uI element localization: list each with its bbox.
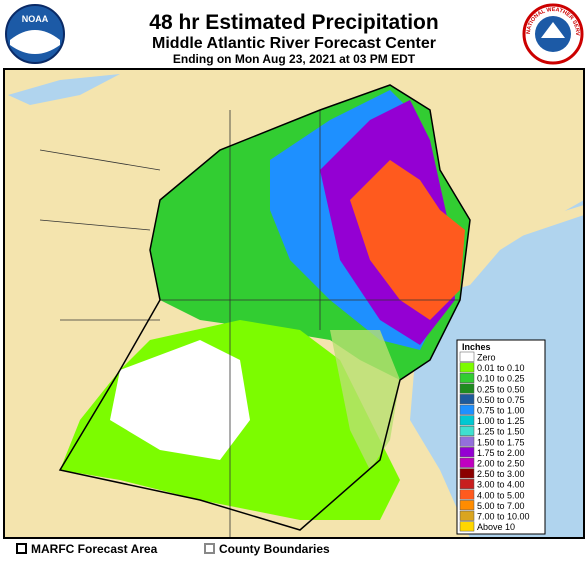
legend-label: Above 10 bbox=[477, 522, 515, 532]
title: 48 hr Estimated Precipitation bbox=[149, 11, 438, 34]
legend-swatch bbox=[459, 521, 475, 532]
legend-label: 0.75 to 1.00 bbox=[477, 406, 525, 416]
marfc-boundary bbox=[58, 84, 471, 531]
legend-swatch bbox=[459, 468, 475, 479]
legend-swatch bbox=[459, 457, 475, 468]
legend-label: 0.01 to 0.10 bbox=[477, 363, 525, 373]
legend-label: 3.00 to 4.00 bbox=[477, 480, 525, 490]
legend-swatch bbox=[459, 362, 475, 373]
forecast-area-label: MARFC Forecast Area bbox=[31, 542, 158, 556]
legend-swatch bbox=[459, 500, 475, 511]
legend-label: Zero bbox=[477, 353, 496, 363]
legend-swatch bbox=[459, 436, 475, 447]
precip-zero bbox=[110, 340, 250, 460]
ending-time: Ending on Mon Aug 23, 2021 at 03 PM EDT bbox=[173, 52, 416, 66]
map bbox=[4, 69, 584, 538]
legend-label: 1.50 to 1.75 bbox=[477, 437, 525, 447]
noaa-text: NOAA bbox=[22, 14, 49, 24]
subtitle: Middle Atlantic River Forecast Center bbox=[152, 35, 436, 52]
legend-swatch bbox=[459, 478, 475, 489]
legend-swatch bbox=[459, 415, 475, 426]
delmarva bbox=[330, 330, 400, 470]
map-border bbox=[3, 68, 585, 539]
legend-label: 4.00 to 5.00 bbox=[477, 490, 525, 500]
nws-tornado bbox=[541, 22, 565, 38]
forecast-area-swatch bbox=[16, 543, 27, 554]
precip-orange bbox=[350, 160, 465, 320]
legend-label: 1.25 to 1.50 bbox=[477, 427, 525, 437]
state-lines bbox=[39, 110, 460, 538]
legend-swatch bbox=[459, 510, 475, 521]
legend-label: 7.00 to 10.00 bbox=[477, 512, 530, 522]
legend-swatch bbox=[459, 404, 475, 415]
legend-label: 0.50 to 0.75 bbox=[477, 395, 525, 405]
legend-swatch bbox=[459, 372, 475, 383]
legend-label: 1.00 to 1.25 bbox=[477, 416, 525, 426]
noaa-bird bbox=[10, 30, 60, 54]
county-label: County Boundaries bbox=[219, 542, 330, 556]
legend-swatch bbox=[459, 489, 475, 500]
long-island bbox=[470, 205, 584, 250]
legend-swatch bbox=[459, 447, 475, 458]
county-swatch bbox=[204, 543, 215, 554]
legend-label: 1.75 to 2.00 bbox=[477, 448, 525, 458]
lake-ontario bbox=[8, 74, 120, 105]
legend-swatch bbox=[459, 394, 475, 405]
legend-label: 2.00 to 2.50 bbox=[477, 459, 525, 469]
legend-title: Inches bbox=[462, 342, 491, 352]
legend-swatch bbox=[459, 425, 475, 436]
legend-swatch bbox=[459, 383, 475, 394]
legend-label: 2.50 to 3.00 bbox=[477, 469, 525, 479]
legend-swatch bbox=[459, 351, 475, 362]
legend-label: 0.25 to 0.50 bbox=[477, 384, 525, 394]
legend-label: 5.00 to 7.00 bbox=[477, 501, 525, 511]
legend-label: 0.10 to 0.25 bbox=[477, 374, 525, 384]
